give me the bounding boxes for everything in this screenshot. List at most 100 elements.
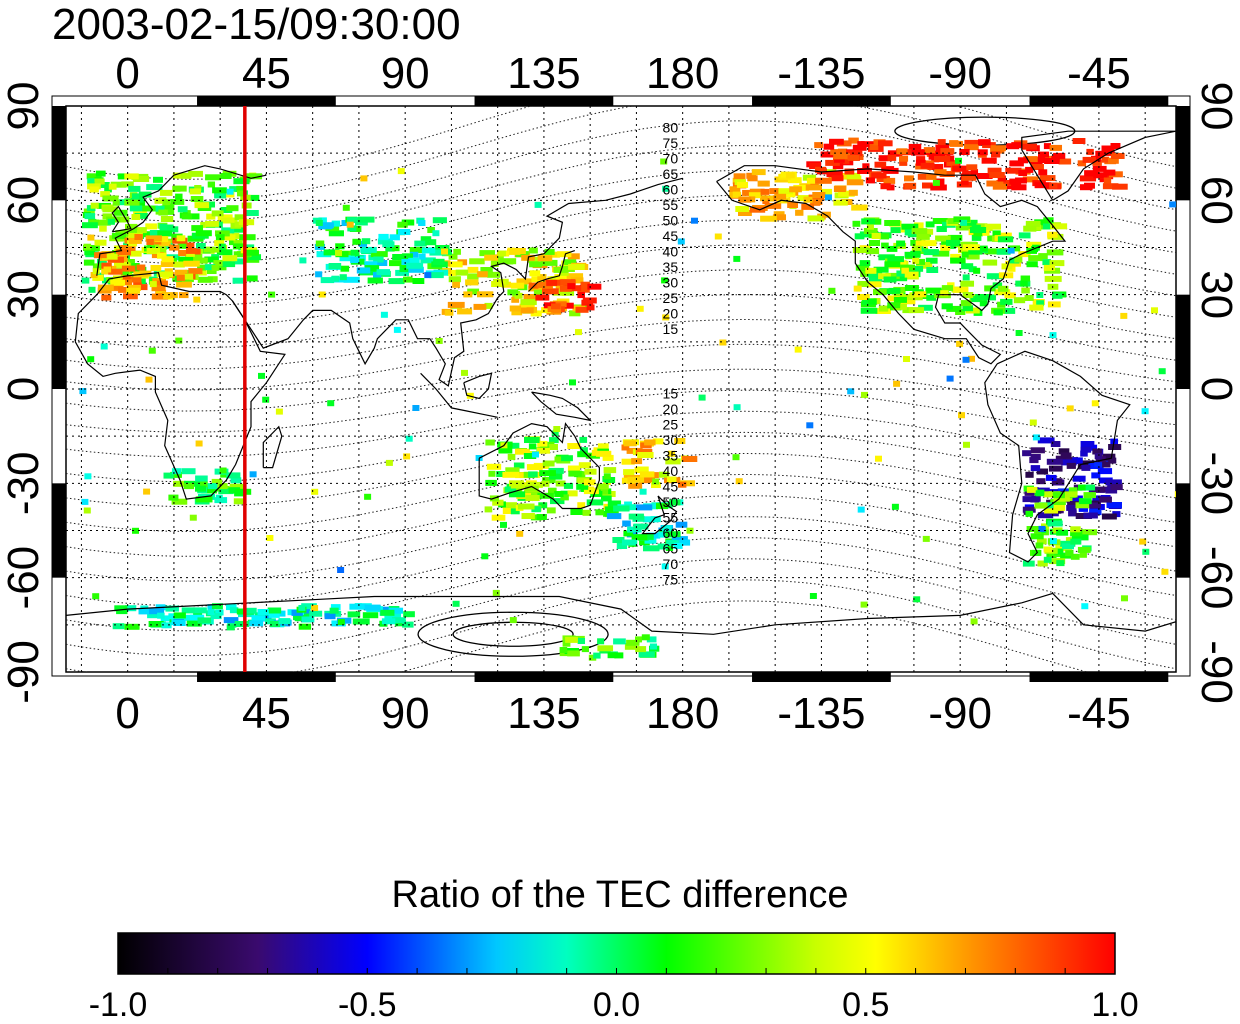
tec-cell: [408, 257, 420, 264]
tec-cell: [622, 539, 638, 546]
tec-cell: [555, 480, 566, 487]
tec-cell: [382, 606, 392, 613]
tec-cell: [87, 234, 95, 241]
tec-cell: [809, 163, 821, 169]
tec-cell: [499, 258, 517, 265]
tec-cell: [878, 140, 893, 147]
coastlines: [66, 130, 1176, 635]
tec-cell: [544, 248, 555, 255]
tec-cell: [1091, 155, 1102, 162]
tec-cell: [186, 620, 202, 627]
tec-cell: [101, 262, 112, 269]
tec-cell: [186, 242, 195, 249]
tec-cell: [1092, 495, 1104, 502]
tec-cell: [940, 148, 955, 155]
tec-cell: [881, 242, 889, 249]
coastline: [420, 372, 498, 418]
tec-cell: [212, 187, 227, 194]
tec-cell: [531, 506, 541, 513]
tec-cell: [189, 514, 197, 521]
tec-cell: [846, 172, 861, 179]
tec-cell: [157, 230, 173, 237]
tec-cell: [514, 292, 523, 299]
tec-data-cells: [79, 137, 1176, 661]
tec-cell: [922, 182, 933, 189]
tec-cell: [529, 270, 541, 277]
tec-cell: [904, 175, 914, 182]
tec-cell: [901, 267, 909, 274]
tec-cell: [1079, 175, 1097, 182]
tec-cell: [347, 225, 357, 232]
tec-cell: [546, 507, 556, 514]
tec-cell: [230, 477, 242, 484]
tec-cell: [548, 487, 557, 494]
tec-cell: [1092, 448, 1102, 455]
tec-cell: [904, 182, 917, 189]
tec-cell: [1075, 502, 1090, 509]
tec-cell: [1030, 447, 1045, 454]
lon-tick-label-top: -45: [1067, 49, 1131, 98]
tec-cell: [214, 192, 227, 199]
tec-cell: [821, 188, 833, 195]
tec-cell: [601, 495, 612, 502]
tec-cell: [822, 211, 831, 218]
tec-cell: [367, 277, 383, 284]
tec-cell: [838, 190, 855, 197]
tec-cell: [904, 271, 919, 278]
tec-cell: [311, 488, 319, 495]
tec-cell: [1052, 292, 1063, 299]
tec-cell: [226, 472, 241, 479]
tec-cell: [218, 243, 226, 250]
tec-cell: [112, 283, 123, 290]
tec-cell: [229, 186, 241, 193]
tec-cell: [748, 192, 761, 199]
tec-cell: [557, 251, 572, 258]
tec-cell: [807, 215, 825, 222]
tec-cell: [110, 181, 126, 188]
tec-cell: [846, 150, 863, 157]
tec-cell: [510, 282, 525, 289]
tec-cell: [847, 154, 860, 161]
tec-cell: [94, 239, 107, 246]
tec-cell: [848, 189, 858, 196]
tec-cell: [562, 640, 571, 647]
tec-cell: [222, 261, 236, 268]
tec-cell: [1061, 459, 1077, 466]
tec-cell: [1036, 538, 1047, 545]
tec-cell: [963, 441, 970, 448]
magnetic-contour: [66, 294, 1176, 370]
contour-label: 25: [663, 416, 679, 432]
tec-cell: [207, 483, 218, 490]
tec-cell: [180, 172, 192, 179]
tec-cell: [103, 266, 112, 273]
tec-cell: [1050, 223, 1068, 230]
tec-cell: [623, 440, 637, 447]
tec-cell: [452, 281, 460, 288]
tec-cell: [318, 291, 326, 298]
tec-cell: [986, 273, 1003, 280]
tec-cell: [455, 269, 469, 276]
tec-cell: [1043, 556, 1052, 563]
tec-cell: [815, 166, 827, 173]
tec-cell: [84, 473, 92, 480]
tec-cell: [586, 304, 595, 311]
tec-cell: [586, 499, 604, 506]
tec-cell: [84, 249, 96, 256]
tec-cell: [878, 155, 893, 162]
tec-cell: [665, 531, 681, 538]
tec-cell: [385, 245, 395, 252]
tec-cell: [639, 477, 656, 484]
tec-cell: [992, 230, 1001, 237]
tec-cell: [993, 309, 1003, 316]
tec-cell: [1065, 550, 1074, 557]
tec-cell: [1020, 280, 1028, 287]
tec-cell: [1080, 441, 1095, 447]
tec-cell: [1036, 478, 1046, 485]
tec-cell: [384, 613, 402, 620]
tec-cell: [515, 251, 529, 258]
tec-cell: [421, 247, 436, 254]
tec-cell: [1161, 568, 1169, 575]
tec-cell: [349, 603, 366, 610]
tec-cell: [719, 339, 727, 346]
tec-cell: [346, 221, 354, 228]
